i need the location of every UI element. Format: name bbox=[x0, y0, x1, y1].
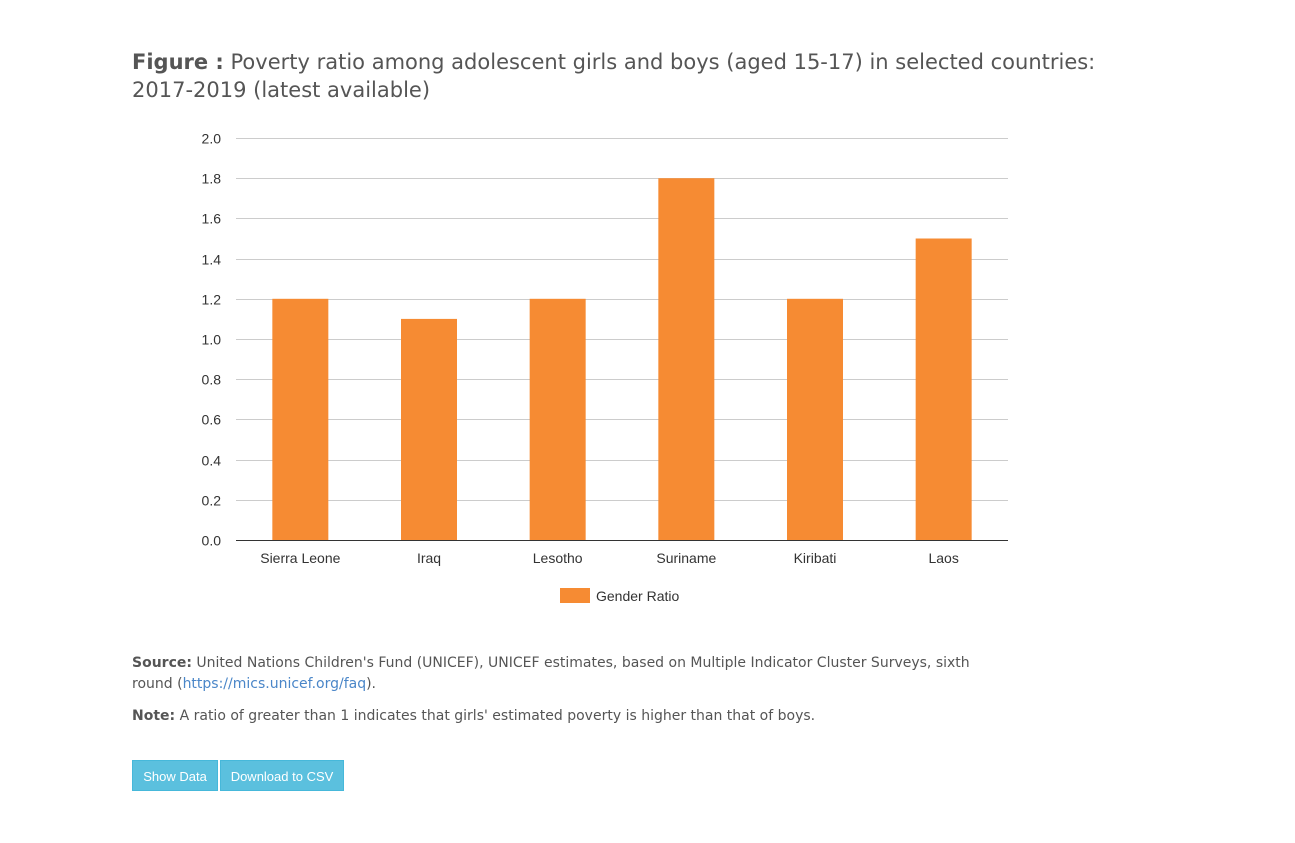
y-tick-label: 1.4 bbox=[202, 252, 222, 268]
bar-kiribati[interactable] bbox=[787, 298, 843, 540]
x-category-label: Lesotho bbox=[533, 550, 583, 566]
y-tick-label: 0.6 bbox=[202, 412, 222, 428]
source-text: United Nations Children's Fund (UNICEF),… bbox=[132, 655, 970, 692]
bar-chart: 0.0 0.2 0.4 0.6 0.8 1.0 1.2 1.4 1.6 1.8 2.0 Sierra… bbox=[202, 131, 1008, 604]
bars bbox=[272, 178, 972, 541]
grid-lines bbox=[236, 138, 1008, 501]
legend[interactable]: Gender Ratio bbox=[560, 588, 679, 604]
chart-title-text: Poverty ratio among adolescent girls and… bbox=[132, 50, 1096, 102]
bar-iraq[interactable] bbox=[401, 318, 457, 540]
source-end: ). bbox=[366, 676, 377, 692]
y-tick-label: 1.0 bbox=[202, 332, 222, 348]
bar-sierra-leone[interactable] bbox=[272, 298, 329, 540]
bar-suriname[interactable] bbox=[658, 178, 715, 540]
y-tick-label: 0.0 bbox=[202, 533, 222, 549]
y-axis-ticks: 0.0 0.2 0.4 0.6 0.8 1.0 1.2 1.4 1.6 1.8 2.0 bbox=[202, 131, 222, 549]
show-data-button[interactable]: Show Data bbox=[132, 760, 218, 791]
y-tick-label: 1.8 bbox=[202, 171, 222, 187]
chart-notes: Source: United Nations Children's Fund (… bbox=[132, 653, 1012, 738]
bar-lesotho[interactable] bbox=[529, 298, 586, 540]
y-tick-label: 0.8 bbox=[202, 372, 222, 388]
x-category-label: Kiribati bbox=[794, 550, 837, 566]
action-buttons: Show Data Download to CSV bbox=[132, 760, 344, 791]
y-tick-label: 2.0 bbox=[202, 131, 222, 147]
x-axis-categories: Sierra Leone Iraq Lesotho Suriname Kiribati L… bbox=[260, 550, 959, 566]
legend-label: Gender Ratio bbox=[596, 588, 679, 604]
y-tick-label: 0.4 bbox=[202, 453, 222, 469]
download-csv-button[interactable]: Download to CSV bbox=[220, 760, 344, 791]
bar-laos[interactable] bbox=[915, 238, 972, 541]
note: Note: A ratio of greater than 1 indicate… bbox=[132, 706, 1012, 727]
x-category-label: Iraq bbox=[417, 550, 441, 566]
source-link[interactable]: https://mics.unicef.org/faq bbox=[182, 676, 367, 692]
source-label: Source: bbox=[132, 655, 192, 671]
x-category-label: Suriname bbox=[656, 550, 716, 566]
y-tick-label: 1.2 bbox=[202, 292, 222, 308]
source-note: Source: United Nations Children's Fund (… bbox=[132, 653, 1012, 695]
note-label: Note: bbox=[132, 708, 176, 724]
x-category-label: Sierra Leone bbox=[260, 550, 340, 566]
legend-swatch bbox=[560, 588, 590, 603]
y-tick-label: 0.2 bbox=[202, 493, 222, 509]
x-category-label: Laos bbox=[928, 550, 958, 566]
chart-title: Figure : Poverty ratio among adolescent … bbox=[132, 48, 1142, 104]
chart-title-prefix: Figure : bbox=[132, 50, 224, 74]
y-tick-label: 1.6 bbox=[202, 211, 222, 227]
note-text: A ratio of greater than 1 indicates that… bbox=[175, 708, 816, 724]
